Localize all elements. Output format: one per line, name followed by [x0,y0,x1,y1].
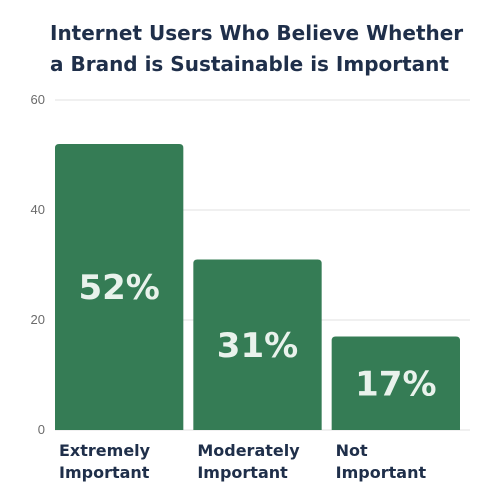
data-label: 31% [217,326,298,366]
category-label-line: Important [336,463,427,482]
category-label-line: Extremely [59,441,151,460]
bars [55,144,460,430]
y-tick-label: 40 [31,202,45,217]
category-label-line: Important [59,463,150,482]
category-label: Moderately Important [197,441,300,482]
category-label: Not Important [336,441,427,482]
data-label: 52% [78,268,159,308]
category-label-line: Not [336,441,368,460]
chart-title: Internet Users Who Believe Whether a Bra… [50,21,464,76]
data-labels: 52% 31% 17% [78,268,436,404]
y-axis-ticks: 0 20 40 60 [31,92,45,437]
category-label-line: Moderately [197,441,300,460]
bar [55,144,184,430]
data-label: 17% [355,364,436,404]
bar [193,259,322,430]
category-label: Extremely Important [59,441,151,482]
y-tick-label: 0 [38,422,45,437]
y-tick-label: 60 [31,92,45,107]
y-tick-label: 20 [31,312,45,327]
bar [331,336,460,430]
category-label-line: Important [197,463,288,482]
